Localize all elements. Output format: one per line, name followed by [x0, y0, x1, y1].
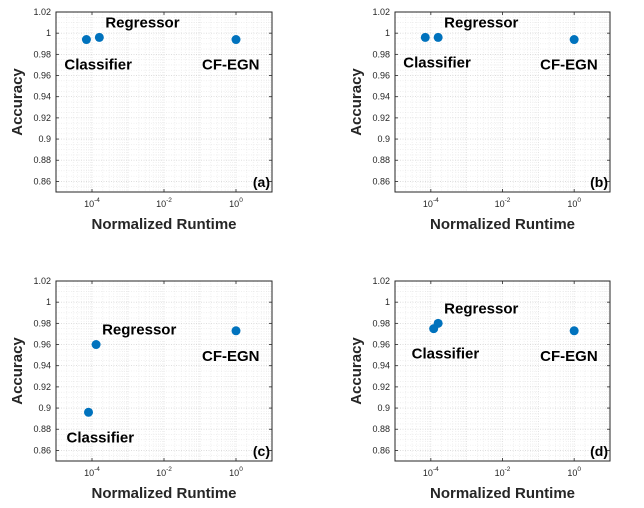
y-tick-label: 0.96 — [372, 340, 390, 350]
chart-panel-4: 0.86 0.88 0.9 0.92 0.94 0.96 0.98 1 1.02 10-4 10-2… — [348, 276, 611, 502]
x-tick-label: 10-2 — [156, 466, 172, 478]
chart-panel-2: 0.86 0.88 0.9 0.92 0.94 0.96 0.98 1 1.02 10-4 10-2… — [348, 7, 611, 233]
point-label: Classifier — [412, 346, 480, 363]
y-tick-label: 0.92 — [372, 382, 390, 392]
panel-label: (c) — [253, 443, 270, 459]
y-axis-label: Accuracy — [348, 68, 365, 136]
y-tick-label: 0.88 — [372, 155, 390, 165]
y-axis-label: Accuracy — [9, 68, 26, 136]
y-tick-label: 0.9 — [38, 403, 51, 413]
y-tick-label: 0.94 — [372, 361, 390, 371]
point-label: CF-EGN — [540, 348, 598, 365]
y-tick-label: 1 — [46, 28, 51, 38]
data-point — [94, 32, 104, 42]
x-tick-label: 10-4 — [84, 197, 100, 209]
point-label: Regressor — [444, 300, 518, 317]
x-tick-label: 10-4 — [423, 197, 439, 209]
data-point — [420, 32, 430, 42]
y-tick-label: 0.98 — [372, 318, 390, 328]
data-point — [569, 326, 579, 336]
point-label: Classifier — [64, 57, 132, 74]
x-tick-label: 100 — [229, 466, 243, 478]
y-tick-label: 1.02 — [372, 7, 390, 17]
x-tick-label: 100 — [229, 197, 243, 209]
y-tick-label: 0.98 — [372, 49, 390, 59]
y-tick-label: 0.88 — [33, 155, 51, 165]
panel-label: (a) — [253, 174, 270, 190]
chart-panel-3: 0.86 0.88 0.9 0.92 0.94 0.96 0.98 1 1.02 10-4 10-2… — [9, 276, 273, 502]
y-tick-label: 0.98 — [33, 318, 51, 328]
data-point — [231, 326, 241, 336]
data-point — [433, 32, 443, 42]
y-tick-label: 1.02 — [372, 276, 390, 286]
y-tick-label: 0.92 — [372, 113, 390, 123]
panel-label: (d) — [590, 443, 608, 459]
y-axis-label: Accuracy — [348, 337, 365, 405]
x-tick-label: 10-2 — [495, 197, 511, 209]
x-tick-label: 10-2 — [495, 466, 511, 478]
y-tick-label: 0.86 — [33, 176, 51, 186]
data-point — [84, 407, 94, 417]
x-tick-label: 10-4 — [84, 466, 100, 478]
data-point — [91, 340, 101, 350]
y-tick-label: 1 — [46, 297, 51, 307]
y-tick-label: 1.02 — [33, 276, 51, 286]
x-tick-label: 100 — [567, 197, 581, 209]
y-tick-label: 0.86 — [372, 445, 390, 455]
y-tick-label: 0.86 — [372, 176, 390, 186]
y-tick-label: 0.94 — [33, 361, 51, 371]
y-tick-label: 0.86 — [33, 445, 51, 455]
data-point — [81, 35, 91, 45]
point-label: Regressor — [105, 14, 179, 31]
x-axis-label: Normalized Runtime — [91, 485, 236, 502]
point-label: CF-EGN — [540, 57, 598, 74]
y-axis-label: Accuracy — [9, 337, 26, 405]
x-axis-label: Normalized Runtime — [430, 485, 575, 502]
x-tick-label: 10-4 — [423, 466, 439, 478]
y-tick-label: 1 — [385, 297, 390, 307]
x-tick-label: 10-2 — [156, 197, 172, 209]
point-label: CF-EGN — [202, 57, 260, 74]
y-tick-label: 0.96 — [33, 340, 51, 350]
y-tick-label: 0.9 — [377, 134, 390, 144]
y-tick-label: 0.92 — [33, 382, 51, 392]
panel-label: (b) — [590, 174, 608, 190]
y-tick-label: 0.96 — [33, 71, 51, 81]
data-point — [569, 35, 579, 45]
point-label: Regressor — [444, 14, 518, 31]
point-label: Classifier — [403, 54, 471, 71]
y-tick-label: 0.88 — [372, 424, 390, 434]
x-tick-label: 100 — [567, 466, 581, 478]
chart-panel-1: 0.86 0.88 0.9 0.92 0.94 0.96 0.98 1 1.02 10-4 10-2… — [9, 7, 273, 233]
x-axis-label: Normalized Runtime — [91, 216, 236, 233]
point-label: Classifier — [67, 429, 135, 446]
point-label: Regressor — [102, 322, 176, 339]
y-tick-label: 0.92 — [33, 113, 51, 123]
y-tick-label: 0.9 — [377, 403, 390, 413]
y-tick-label: 0.88 — [33, 424, 51, 434]
y-tick-label: 0.96 — [372, 71, 390, 81]
y-tick-label: 1.02 — [33, 7, 51, 17]
y-tick-label: 0.94 — [33, 92, 51, 102]
y-tick-label: 0.98 — [33, 49, 51, 59]
data-point — [231, 35, 241, 45]
x-axis-label: Normalized Runtime — [430, 216, 575, 233]
y-tick-label: 0.9 — [38, 134, 51, 144]
y-tick-label: 1 — [385, 28, 390, 38]
data-point — [433, 318, 443, 328]
point-label: CF-EGN — [202, 348, 260, 365]
y-tick-label: 0.94 — [372, 92, 390, 102]
